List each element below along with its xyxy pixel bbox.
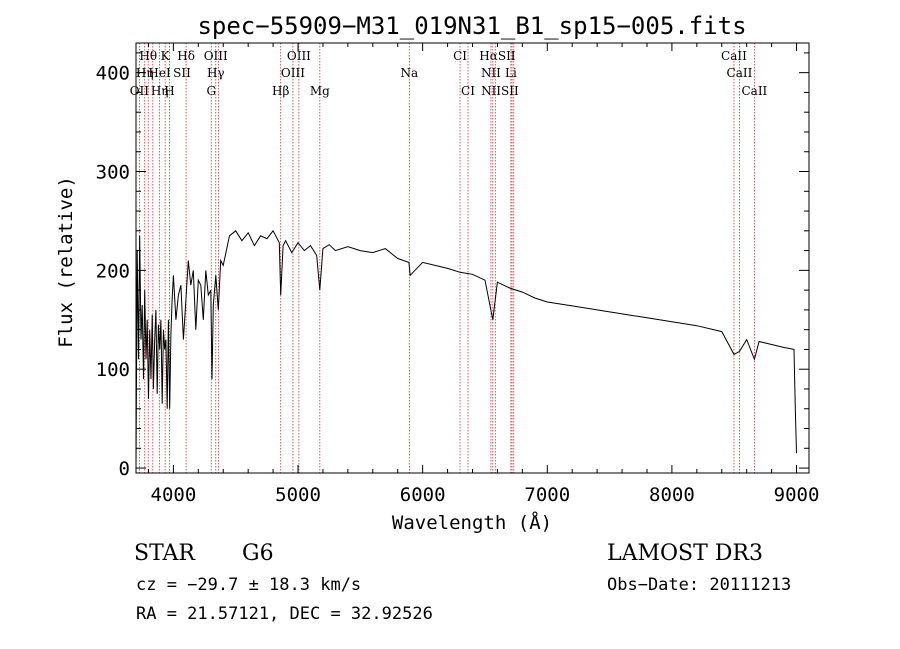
redshift-value: cz = −29.7 ± 18.3 km/s: [136, 575, 361, 595]
line-label-17: OII: [130, 84, 150, 98]
x-tick-label: 6000: [400, 484, 446, 506]
observation-date: Obs−Date: 20111213: [607, 575, 791, 595]
line-label-6: HαSII: [479, 49, 516, 63]
spectrum-line-0: [135, 229, 797, 469]
y-tick-label: 400: [96, 63, 130, 85]
line-label-23: CI: [461, 84, 475, 98]
line-label-13: Na: [400, 66, 418, 80]
object-subclass: G6: [242, 541, 274, 566]
line-label-21: Hβ: [272, 84, 289, 98]
line-label-0: Hθ: [139, 49, 157, 63]
x-tick-label: 5000: [275, 484, 321, 506]
line-label-7: CaII: [721, 49, 747, 63]
line-label-20: G: [206, 84, 216, 98]
line-label-3: OIII: [204, 49, 228, 63]
line-label-4: OIII: [287, 49, 311, 63]
line-label-22: Mg: [310, 84, 330, 98]
line-label-11: Hγ: [207, 66, 225, 80]
line-label-2: Hδ: [177, 49, 195, 63]
survey-name: LAMOST DR3: [607, 541, 763, 566]
object-class: STAR: [134, 541, 196, 566]
line-label-15: Li: [505, 66, 517, 80]
x-axis-label: Wavelength (Å): [392, 511, 552, 534]
y-tick-label: 0: [119, 458, 130, 480]
x-axis: 4000 5000 6000 7000 8000 9000: [147, 43, 820, 506]
y-axis: 0 100 200 300 400: [96, 52, 809, 480]
x-tick-label: 7000: [524, 484, 570, 506]
x-tick-label: 8000: [649, 484, 695, 506]
y-tick-label: 100: [96, 359, 130, 381]
chart-title: spec−55909−M31_019N31_B1_sp15−005.fits: [197, 12, 746, 40]
x-tick-label: 9000: [774, 484, 820, 506]
line-label-10: SII: [173, 66, 191, 80]
line-label-12: OIII: [281, 66, 305, 80]
emission-line-markers: [138, 43, 755, 473]
coordinates: RA = 21.57121, DEC = 32.92526: [136, 604, 433, 624]
y-tick-label: 200: [96, 260, 130, 282]
y-tick-label: 300: [96, 162, 130, 184]
plot-frame: [135, 42, 810, 474]
x-tick-label: 4000: [151, 484, 197, 506]
line-label-25: CaII: [741, 84, 767, 98]
line-label-5: CI: [453, 49, 467, 63]
line-label-19: H: [164, 84, 174, 98]
line-label-16: CaII: [727, 66, 753, 80]
line-label-24: NIISII: [481, 84, 519, 98]
spectrum-series: [135, 229, 797, 469]
line-label-9: HeI: [148, 66, 171, 80]
line-label-8: Hη: [136, 66, 154, 80]
line-label-1: K: [161, 49, 171, 63]
line-label-18: Hη: [151, 84, 169, 98]
line-label-14: NII: [481, 66, 501, 80]
y-axis-label: Flux (relative): [55, 176, 77, 348]
